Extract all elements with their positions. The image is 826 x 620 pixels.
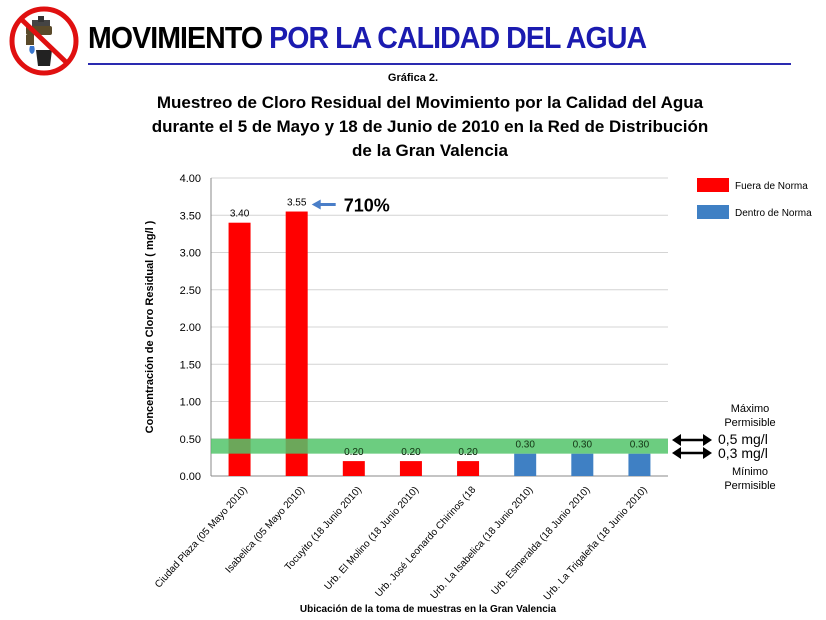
page-title: MOVIMIENTO POR LA CALIDAD DEL AGUA <box>88 20 647 56</box>
chart-title: Muestreo de Cloro Residual del Movimient… <box>130 91 730 163</box>
max-arrow-head-right <box>703 434 712 446</box>
data-label-overlay: 0.20 <box>344 447 364 458</box>
chart-title-line-3: de la Gran Valencia <box>352 141 508 160</box>
permissible-band <box>211 438 668 454</box>
bar <box>628 453 651 476</box>
y-tick-label: 2.50 <box>180 285 201 297</box>
x-tick-label: Urb. José Leonardo Chirinos (18 <box>373 484 478 599</box>
bar <box>342 461 365 476</box>
chart-title-line-2: durante el 5 de Mayo y 18 de Junio de 20… <box>151 117 709 136</box>
bar <box>285 211 308 476</box>
x-tick-label: Urb. El Molino (18 Junio 2010) <box>323 485 422 593</box>
annotation-label: 710% <box>344 196 390 216</box>
bar <box>571 453 594 476</box>
legend-swatch <box>697 178 729 192</box>
bar <box>514 453 537 476</box>
min-label-line-2: Permisible <box>724 480 775 492</box>
x-tick-label: Ciudad Plaza (05 Mayo 2010) <box>153 485 250 591</box>
legend-swatch <box>697 205 729 219</box>
x-tick-label: Urb. La Trigaleña (18 Junio 2010) <box>542 485 650 603</box>
y-tick-label: 4.00 <box>180 173 201 185</box>
x-tick-label: Urb. Esmeralda (18 Junio 2010) <box>490 485 593 598</box>
data-label-overlay: 0.20 <box>401 447 421 458</box>
max-value: 0,5 mg/l <box>718 431 768 447</box>
min-value: 0,3 mg/l <box>718 445 768 461</box>
bar <box>399 461 422 476</box>
legend-label: Dentro de Norma <box>735 208 812 219</box>
title-part-3: DEL AGUA <box>506 20 647 55</box>
data-label-overlay: 0.30 <box>515 440 535 451</box>
y-tick-label: 0.50 <box>180 434 201 446</box>
x-tick-label: Urb. La Isabelica (18 Junio 2010) <box>429 485 536 602</box>
y-tick-label: 3.50 <box>180 210 201 222</box>
no-water-tap-icon <box>9 6 79 76</box>
data-label-overlay: 0.20 <box>458 447 478 458</box>
x-axis-title: Ubicación de la toma de muestras en la G… <box>300 604 557 615</box>
annotation-arrow-head <box>311 199 321 210</box>
legend-label: Fuera de Norma <box>735 181 808 192</box>
title-part-2: POR LA CALIDAD <box>269 20 500 55</box>
bar <box>228 222 251 476</box>
chart-title-line-1: Muestreo de Cloro Residual del Movimient… <box>156 93 704 112</box>
min-arrow-head-left <box>672 447 681 459</box>
min-arrow-head-right <box>703 447 712 459</box>
bar <box>457 461 480 476</box>
y-axis-title: Concentración de Cloro Residual ( mg/l ) <box>144 220 156 433</box>
y-tick-label: 1.50 <box>180 359 201 371</box>
min-label-line-1: Mínimo <box>732 466 768 478</box>
max-arrow-head-left <box>672 434 681 446</box>
figure-label: Gráfica 2. <box>387 72 439 84</box>
header-divider <box>88 63 791 65</box>
data-label-overlay: 0.30 <box>573 440 593 451</box>
y-tick-label: 0.00 <box>180 471 201 483</box>
y-tick-label: 2.00 <box>180 322 201 334</box>
max-label-line-2: Permisible <box>724 417 775 429</box>
max-label-line-1: Máximo <box>731 403 770 415</box>
data-label: 3.55 <box>287 198 307 209</box>
y-tick-label: 1.00 <box>180 397 201 409</box>
y-tick-label: 3.00 <box>180 248 201 260</box>
title-part-1: MOVIMIENTO <box>88 20 263 55</box>
data-label: 3.40 <box>230 209 250 220</box>
data-label-overlay: 0.30 <box>630 440 650 451</box>
